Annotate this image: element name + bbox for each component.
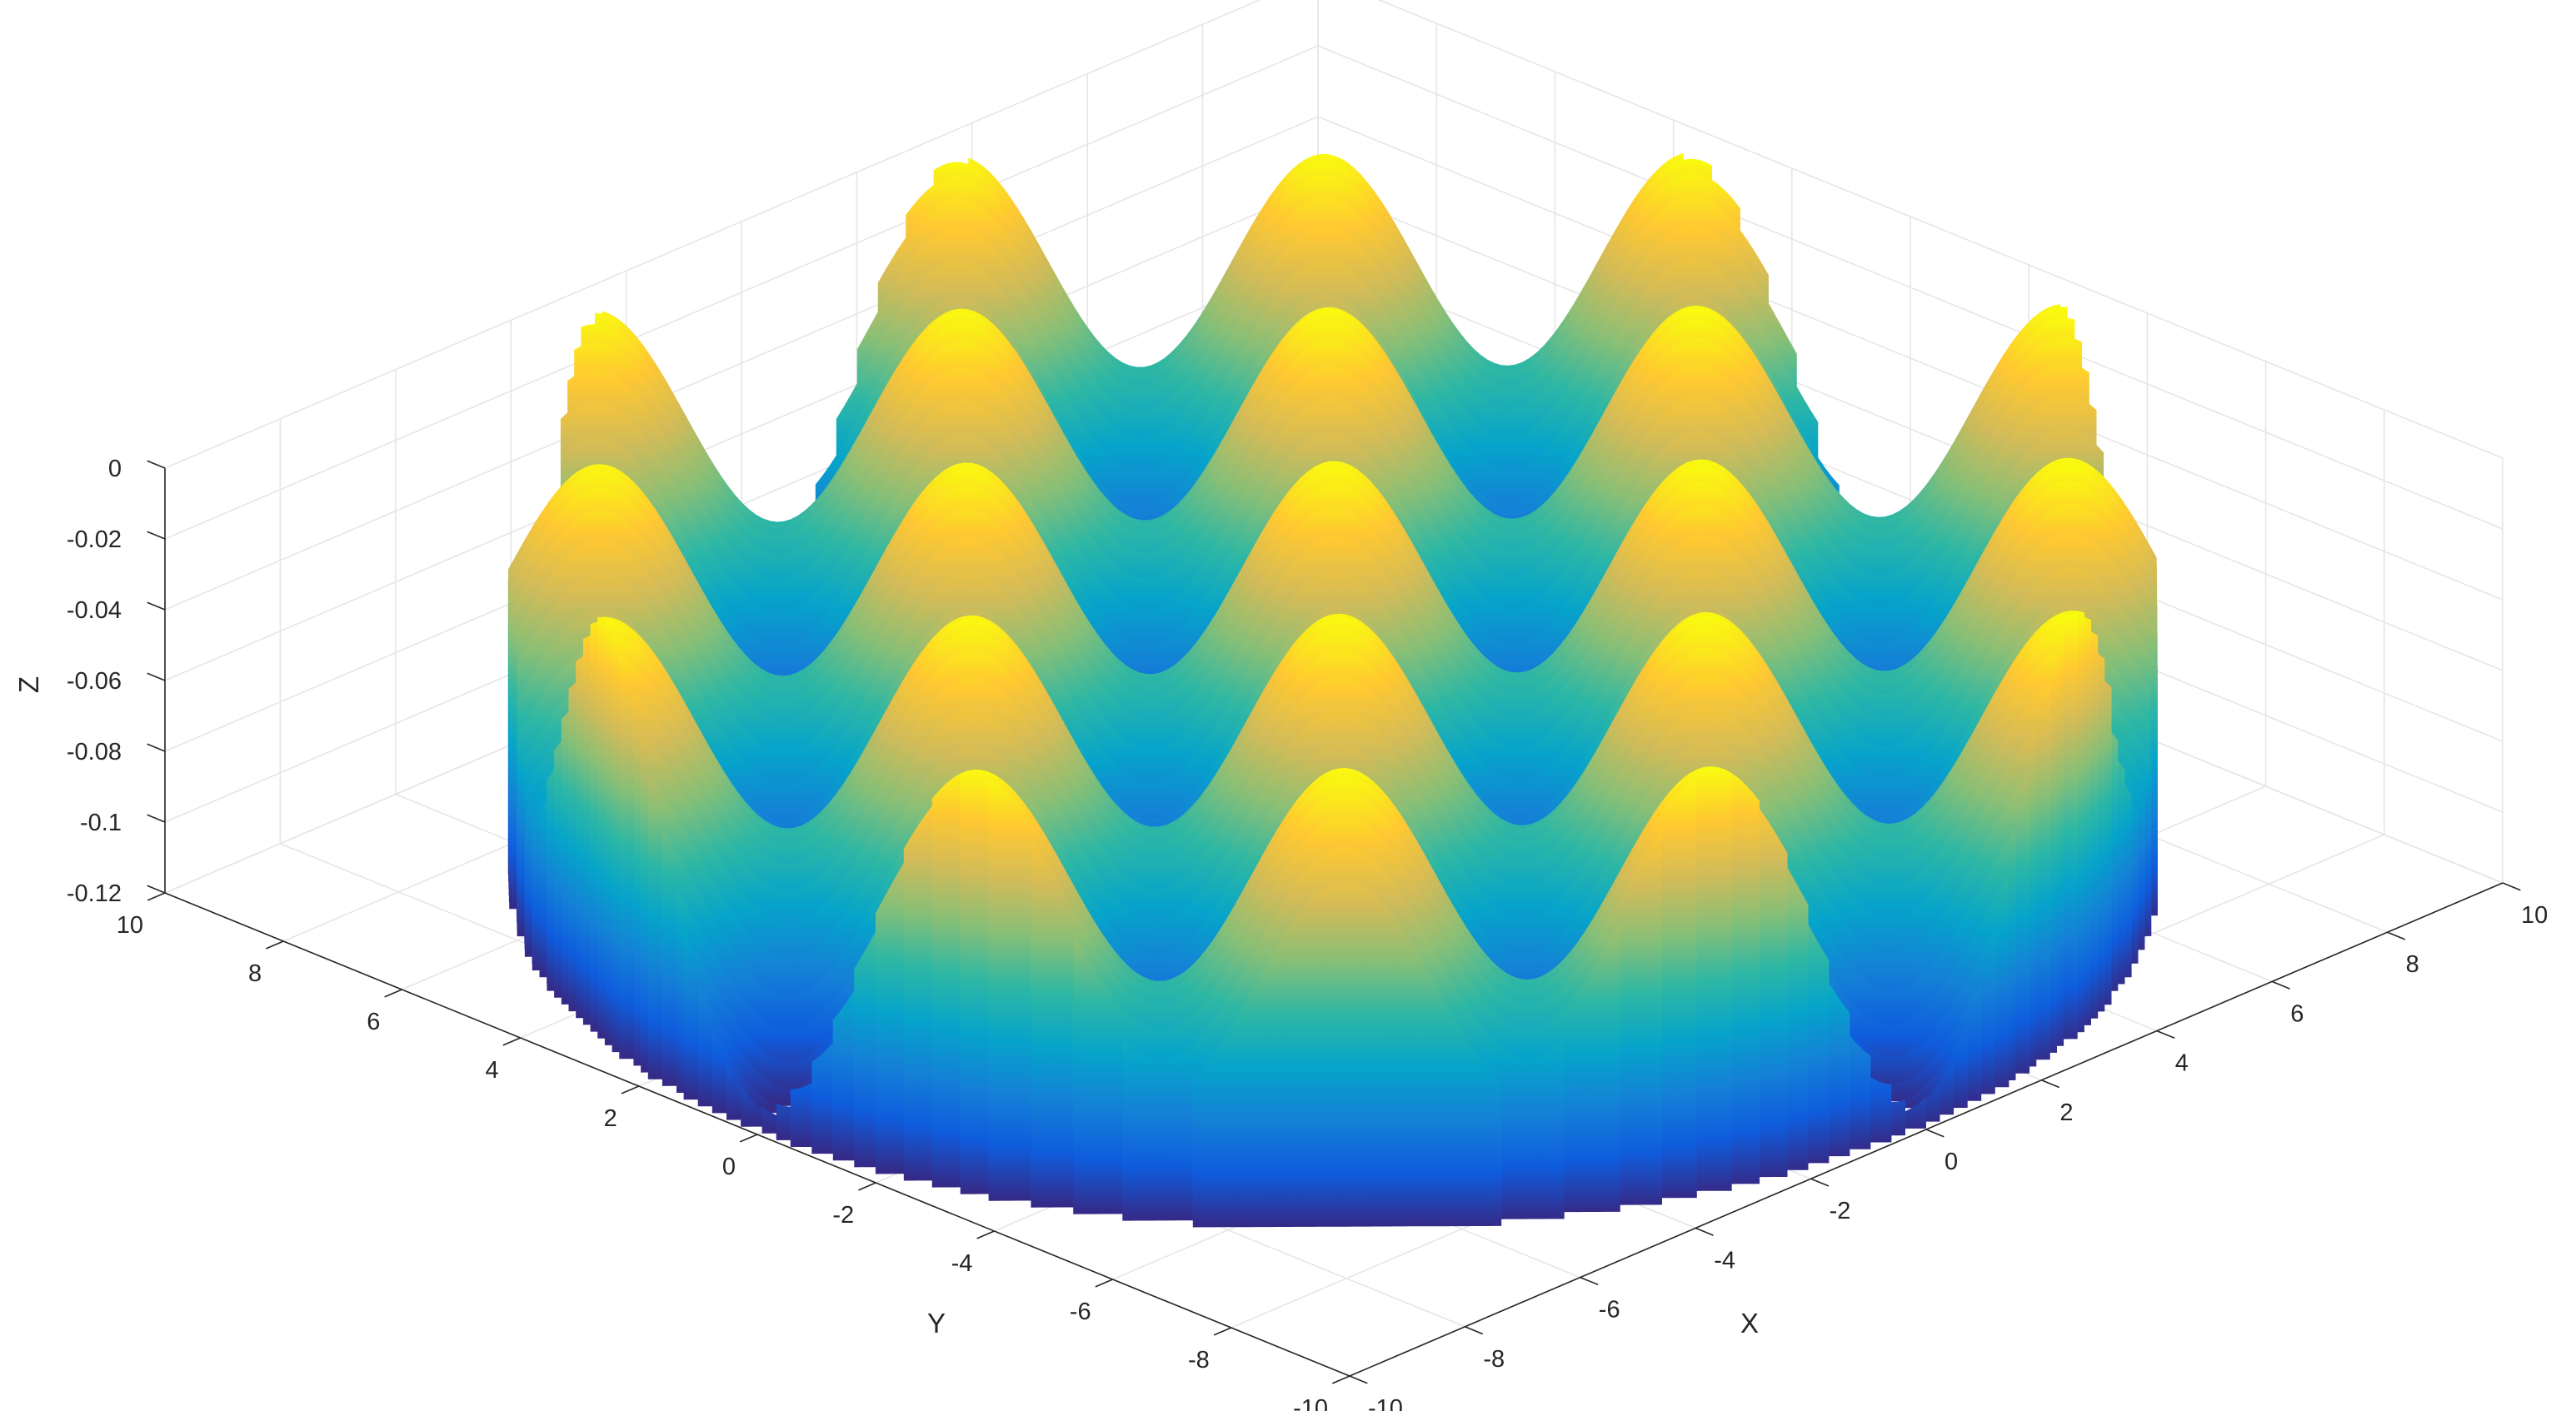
side-wall-grid-horizontal: [1377, 0, 2504, 459]
surface-slice: [1192, 880, 1502, 1228]
x-tick-label: 10: [2521, 902, 2548, 929]
x-tick-mark: [1810, 1178, 1830, 1187]
z-tick-mark: [147, 601, 166, 611]
y-tick-mark: [1095, 1279, 1113, 1288]
y-tick-mark: [384, 989, 402, 998]
y-tick-mark: [266, 940, 284, 950]
x-tick-label: 4: [2175, 1050, 2189, 1077]
y-tick-mark: [621, 1085, 640, 1094]
y-tick-label: -10: [1293, 1395, 1328, 1411]
y-tick-mark: [1331, 1375, 1350, 1384]
x-tick-mark: [1695, 1227, 1714, 1236]
x-tick-label: -10: [1368, 1395, 1403, 1411]
z-tick-mark: [147, 885, 166, 894]
z-axis-label: Z: [13, 676, 44, 693]
y-tick-label: 0: [722, 1154, 736, 1180]
back-wall-grid-horizontal: [164, 116, 1319, 611]
x-tick-label: -4: [1714, 1247, 1735, 1274]
y-tick-mark: [502, 1037, 521, 1046]
label-layer: X Y Z: [13, 676, 1759, 1339]
y-tick-mark: [1213, 1327, 1232, 1336]
x-tick-label: -6: [1599, 1297, 1620, 1324]
z-tick-mark: [147, 743, 166, 752]
z-tick-mark: [147, 460, 166, 469]
y-tick-label: 10: [117, 912, 143, 939]
x-tick-label: 6: [2290, 1000, 2304, 1027]
x-tick-mark: [2041, 1079, 2060, 1089]
z-tick-mark: [147, 531, 166, 540]
x-tick-label: 0: [1944, 1149, 1958, 1175]
y-tick-mark: [858, 1182, 876, 1191]
y-tick-mark: [147, 892, 166, 901]
z-tick-mark: [147, 814, 166, 823]
back-wall-grid-horizontal: [164, 45, 1319, 540]
x-tick-label: -2: [1830, 1198, 1851, 1224]
y-tick-mark: [976, 1230, 995, 1239]
z-tick-label: -0.06: [67, 668, 122, 695]
surface-layer: [507, 152, 2158, 1228]
x-tick-mark: [2271, 980, 2290, 990]
z-tick-label: -0.1: [80, 810, 122, 836]
y-tick-label: 4: [485, 1057, 498, 1084]
z-tick-mark: [147, 672, 166, 681]
y-tick-label: -6: [1070, 1299, 1091, 1325]
x-tick-label: 8: [2406, 951, 2419, 978]
y-tick-label: -4: [951, 1250, 973, 1277]
side-wall-grid-horizontal: [1317, 257, 2504, 742]
y-tick-label: -8: [1188, 1347, 1210, 1374]
back-wall-grid-horizontal: [164, 0, 1261, 469]
y-axis-label: Y: [927, 1308, 946, 1339]
x-tick-mark: [1465, 1326, 1484, 1335]
x-tick-mark: [1925, 1129, 1944, 1138]
x-tick-mark: [1349, 1375, 1368, 1384]
side-wall-grid-horizontal: [1317, 187, 2504, 671]
axis-layer: -10 -8 -6 -4 -2 0 2 4 6 8 10 -10 -8 -6 -4 -2 0 2 4 6 8 10 -0.1…: [67, 456, 2548, 1411]
x-tick-mark: [2156, 1030, 2175, 1040]
side-wall-grid-horizontal: [1317, 45, 2504, 530]
x-tick-label: -8: [1483, 1346, 1505, 1373]
x-tick-mark: [2502, 882, 2521, 891]
y-tick-label: 6: [367, 1009, 380, 1035]
z-tick-label: -0.04: [67, 597, 122, 624]
y-tick-label: 2: [604, 1105, 617, 1132]
side-wall-grid-horizontal: [1317, 116, 2504, 601]
y-tick-mark: [739, 1134, 758, 1143]
x-axis-label: X: [1740, 1308, 1759, 1339]
back-wall-grid-horizontal: [164, 187, 1319, 681]
y-tick-label: 8: [248, 960, 262, 987]
x-tick-mark: [1580, 1276, 1599, 1286]
z-tick-label: -0.02: [67, 526, 122, 553]
z-tick-label: -0.12: [67, 880, 122, 907]
z-tick-label: -0.08: [67, 739, 122, 765]
x-tick-label: 2: [2059, 1099, 2073, 1126]
y-tick-label: -2: [832, 1202, 854, 1229]
z-tick-label: 0: [108, 456, 122, 482]
x-tick-mark: [2387, 931, 2406, 940]
